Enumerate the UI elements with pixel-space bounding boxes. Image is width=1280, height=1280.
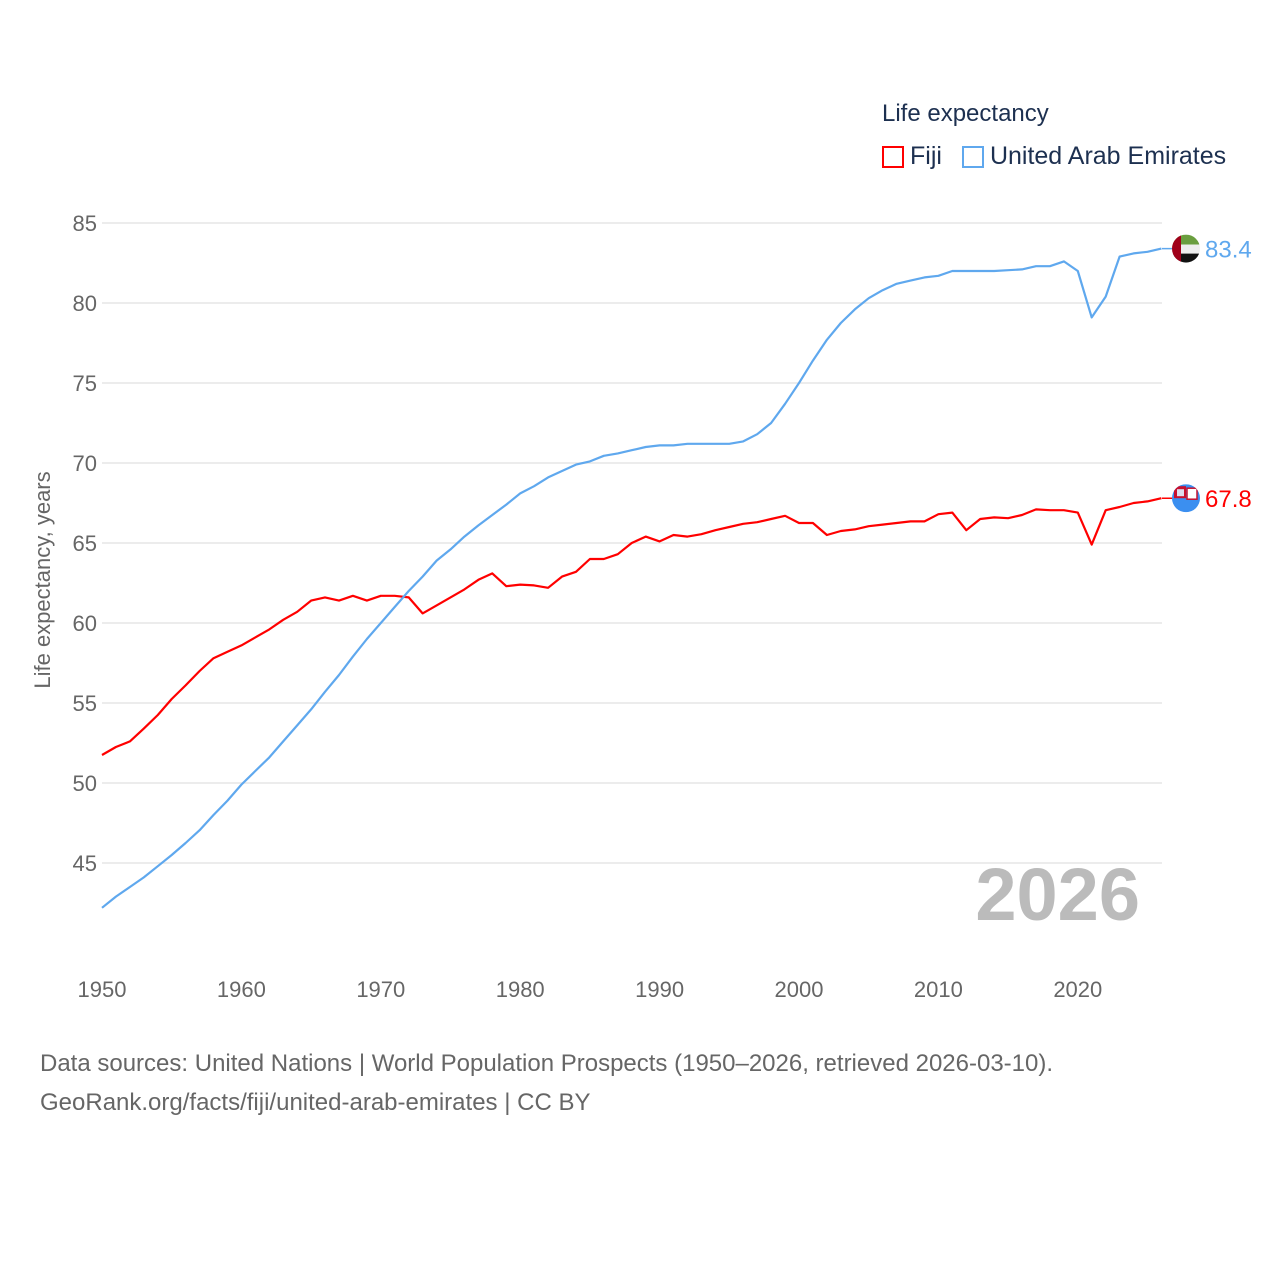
source-line-1: Data sources: United Nations | World Pop… — [40, 1050, 1054, 1077]
x-tick-label: 1980 — [496, 977, 545, 1002]
legend-label-uae[interactable]: United Arab Emirates — [989, 142, 1227, 170]
uae-flag-icon — [1172, 234, 1200, 263]
current-year-label: 2026 — [975, 853, 1140, 936]
y-tick-label: 55 — [73, 691, 97, 716]
x-tick-label: 2020 — [1053, 977, 1102, 1002]
y-tick-label: 65 — [73, 531, 97, 556]
y-tick-label: 85 — [73, 211, 97, 236]
x-tick-label: 2010 — [914, 977, 963, 1002]
legend-swatch-uae[interactable] — [961, 145, 984, 168]
series-line-uae — [101, 247, 1162, 909]
x-tick-label: 1950 — [78, 977, 127, 1002]
y-tick-label: 60 — [73, 611, 97, 636]
x-tick-label: 1960 — [217, 977, 266, 1002]
legend-swatch-fiji[interactable] — [882, 145, 904, 168]
y-tick-label: 45 — [73, 851, 97, 876]
legend-label-fiji[interactable]: Fiji — [910, 142, 942, 170]
fiji-flag-icon — [1172, 484, 1200, 513]
source-note: Data sources: United Nations | World Pop… — [40, 1044, 1053, 1122]
y-axis-label: Life expectancy, years — [30, 471, 55, 688]
x-tick-label: 1990 — [635, 977, 684, 1002]
series-line-fiji — [101, 497, 1162, 756]
x-tick-label: 1970 — [356, 977, 405, 1002]
legend-title: Life expectancy — [882, 100, 1049, 127]
y-tick-label: 80 — [73, 291, 97, 316]
y-tick-label: 50 — [73, 771, 97, 796]
legend: Fiji United Arab Emirates — [882, 142, 1226, 171]
y-tick-label: 75 — [73, 371, 97, 396]
y-tick-label: 70 — [73, 451, 97, 476]
end-value-label: 67.8 — [1205, 486, 1252, 513]
x-tick-label: 2000 — [775, 977, 824, 1002]
end-value-label: 83.4 — [1205, 237, 1252, 264]
source-line-2: GeoRank.org/facts/fiji/united-arab-emira… — [40, 1089, 591, 1116]
